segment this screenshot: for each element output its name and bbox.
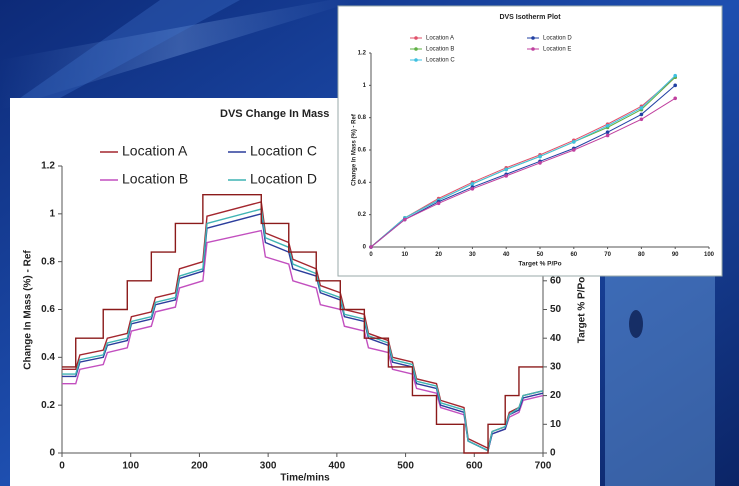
series-line — [370, 76, 676, 248]
x-tick-label: 500 — [397, 461, 414, 472]
point — [639, 106, 644, 110]
legend-label: Location B — [122, 171, 188, 187]
y-tick-label: 1 — [363, 83, 367, 89]
y2-tick-label: 10 — [550, 419, 562, 430]
change-in-mass-chart: 00.20.40.60.811.20 100 200 300 400 500 600 7000… — [10, 98, 600, 486]
y-tick-label: 0.8 — [41, 256, 55, 267]
legend-label: Location D — [543, 36, 572, 42]
x-tick-label: 70 — [604, 252, 611, 258]
y-tick-label: 1.2 — [41, 161, 55, 172]
legend-label: Location E — [543, 47, 571, 53]
x-axis-label: Target % P/Po — [518, 261, 561, 268]
point — [538, 154, 542, 159]
x-tick-label: 200 — [191, 461, 208, 472]
x-tick-label: 300 — [260, 461, 277, 472]
x-tick-label: 600 — [466, 461, 483, 472]
point — [673, 96, 677, 101]
series-line — [370, 97, 676, 248]
chart-title: DVS Isotherm Plot — [499, 14, 561, 21]
point — [572, 148, 576, 152]
y-tick-label: 0 — [49, 448, 55, 459]
y2-tick-label: 40 — [550, 333, 562, 344]
y-tick-label: 0.6 — [41, 304, 55, 315]
chart-title: DVS Change In Mass — [220, 108, 329, 120]
y2-axis-label: Target % P/Po — [577, 277, 588, 344]
x-tick-label: 0 — [369, 252, 373, 258]
y2-tick-label: 20 — [550, 390, 562, 401]
legend-label: Location A — [122, 143, 188, 159]
y-tick-label: 0.4 — [41, 352, 55, 363]
x-tick-label: 50 — [537, 252, 544, 258]
y-tick-label: 0 — [363, 245, 367, 251]
y-axis-label: Change In Mass (%) - Ref — [23, 250, 34, 370]
point — [403, 217, 407, 222]
point — [470, 187, 475, 191]
y-tick-label: 1 — [49, 208, 55, 219]
background-streak — [20, 0, 240, 98]
y-tick-label: 0.2 — [41, 400, 55, 411]
background-streak — [0, 0, 360, 110]
point — [504, 167, 509, 172]
point — [673, 83, 677, 88]
background-panel — [605, 276, 715, 486]
y-tick-label: 0.6 — [358, 148, 367, 154]
x-tick-label: 30 — [469, 252, 476, 258]
x-axis-label: Time/mins — [280, 473, 330, 484]
x-tick-label: 400 — [329, 461, 346, 472]
y2-tick-label: 30 — [550, 362, 562, 373]
y2-tick-label: 60 — [550, 275, 562, 286]
point — [572, 140, 576, 144]
legend-label: Location D — [250, 171, 317, 187]
series-line — [62, 200, 544, 450]
x-tick-label: 0 — [59, 461, 65, 472]
legend-marker — [414, 36, 418, 40]
y-tick-label: 0.4 — [358, 180, 367, 186]
y-tick-label: 1.2 — [358, 51, 367, 57]
x-tick-label: 90 — [672, 252, 679, 258]
y2-tick-label: 50 — [550, 304, 562, 315]
isotherm-chart: 0 0.2 0.4 0.6 0.8 1 1.2 0 10 20 30 40 50 60 70 80 90 100 D… — [337, 5, 723, 277]
x-tick-label: 100 — [704, 252, 715, 258]
legend-label: Location B — [426, 47, 454, 53]
series-line — [370, 84, 676, 248]
legend-label: Location A — [426, 36, 454, 42]
x-tick-label: 100 — [122, 461, 139, 472]
point — [470, 182, 475, 186]
x-tick-label: 60 — [570, 252, 577, 258]
y2-tick-label: 0 — [550, 448, 556, 459]
target-line — [62, 194, 543, 454]
x-tick-label: 20 — [435, 252, 442, 258]
point — [639, 117, 644, 122]
point — [436, 201, 441, 206]
y-tick-label: 0.8 — [358, 115, 367, 121]
x-tick-label: 80 — [638, 252, 645, 258]
legend-marker — [531, 36, 535, 40]
y-tick-label: 0.2 — [358, 212, 367, 218]
point — [369, 245, 373, 249]
legend-label: Location C — [250, 143, 317, 159]
legend-marker — [414, 58, 418, 62]
legend-marker — [531, 47, 535, 51]
point — [605, 130, 610, 135]
point — [504, 174, 509, 178]
x-tick-label: 10 — [401, 252, 408, 258]
series-line — [62, 208, 544, 452]
background-spot — [629, 310, 643, 338]
point — [605, 133, 610, 138]
legend-marker — [414, 47, 418, 51]
chart-panel — [337, 5, 723, 277]
y-axis-label: Change In Mass (%) - Ref — [352, 113, 358, 186]
series-line — [370, 75, 676, 248]
x-tick-label: 700 — [535, 461, 552, 472]
point — [639, 112, 644, 117]
point — [673, 73, 677, 78]
legend-label: Location C — [426, 58, 455, 64]
point — [538, 161, 542, 165]
point — [605, 123, 610, 128]
x-tick-label: 40 — [503, 252, 510, 258]
